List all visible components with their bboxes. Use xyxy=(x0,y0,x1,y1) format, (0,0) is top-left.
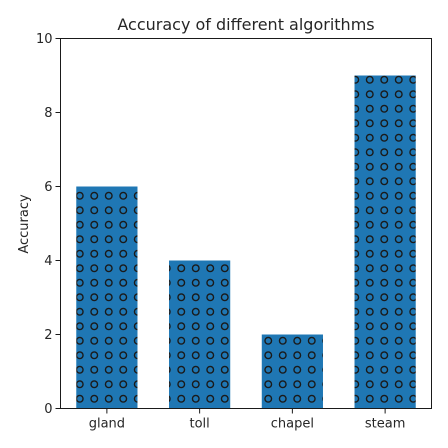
y-tick-label-10: 10 xyxy=(36,32,53,47)
x-tick-label-chapel: chapel xyxy=(271,417,314,432)
bar-gland xyxy=(76,186,138,409)
chart-title: Accuracy of different algorithms xyxy=(117,15,374,34)
y-tick-label-0: 0 xyxy=(44,402,52,417)
y-axis-label: Accuracy xyxy=(17,194,32,254)
y-tick-label-2: 2 xyxy=(44,328,52,343)
y-tick-label-4: 4 xyxy=(44,254,52,269)
x-tick-label-steam: steam xyxy=(365,417,406,432)
y-tick-label-6: 6 xyxy=(44,180,52,195)
plot-frame xyxy=(60,38,432,409)
bar-steam xyxy=(354,75,416,409)
y-tick-label-8: 8 xyxy=(44,106,52,121)
bars-group xyxy=(76,75,416,409)
bar-chapel xyxy=(261,334,323,409)
bar-toll xyxy=(169,260,231,409)
y-axis: 0 2 4 6 8 10 xyxy=(36,32,61,417)
x-tick-label-toll: toll xyxy=(189,417,209,432)
x-axis: gland toll chapel steam xyxy=(89,408,406,432)
x-tick-label-gland: gland xyxy=(89,417,125,432)
